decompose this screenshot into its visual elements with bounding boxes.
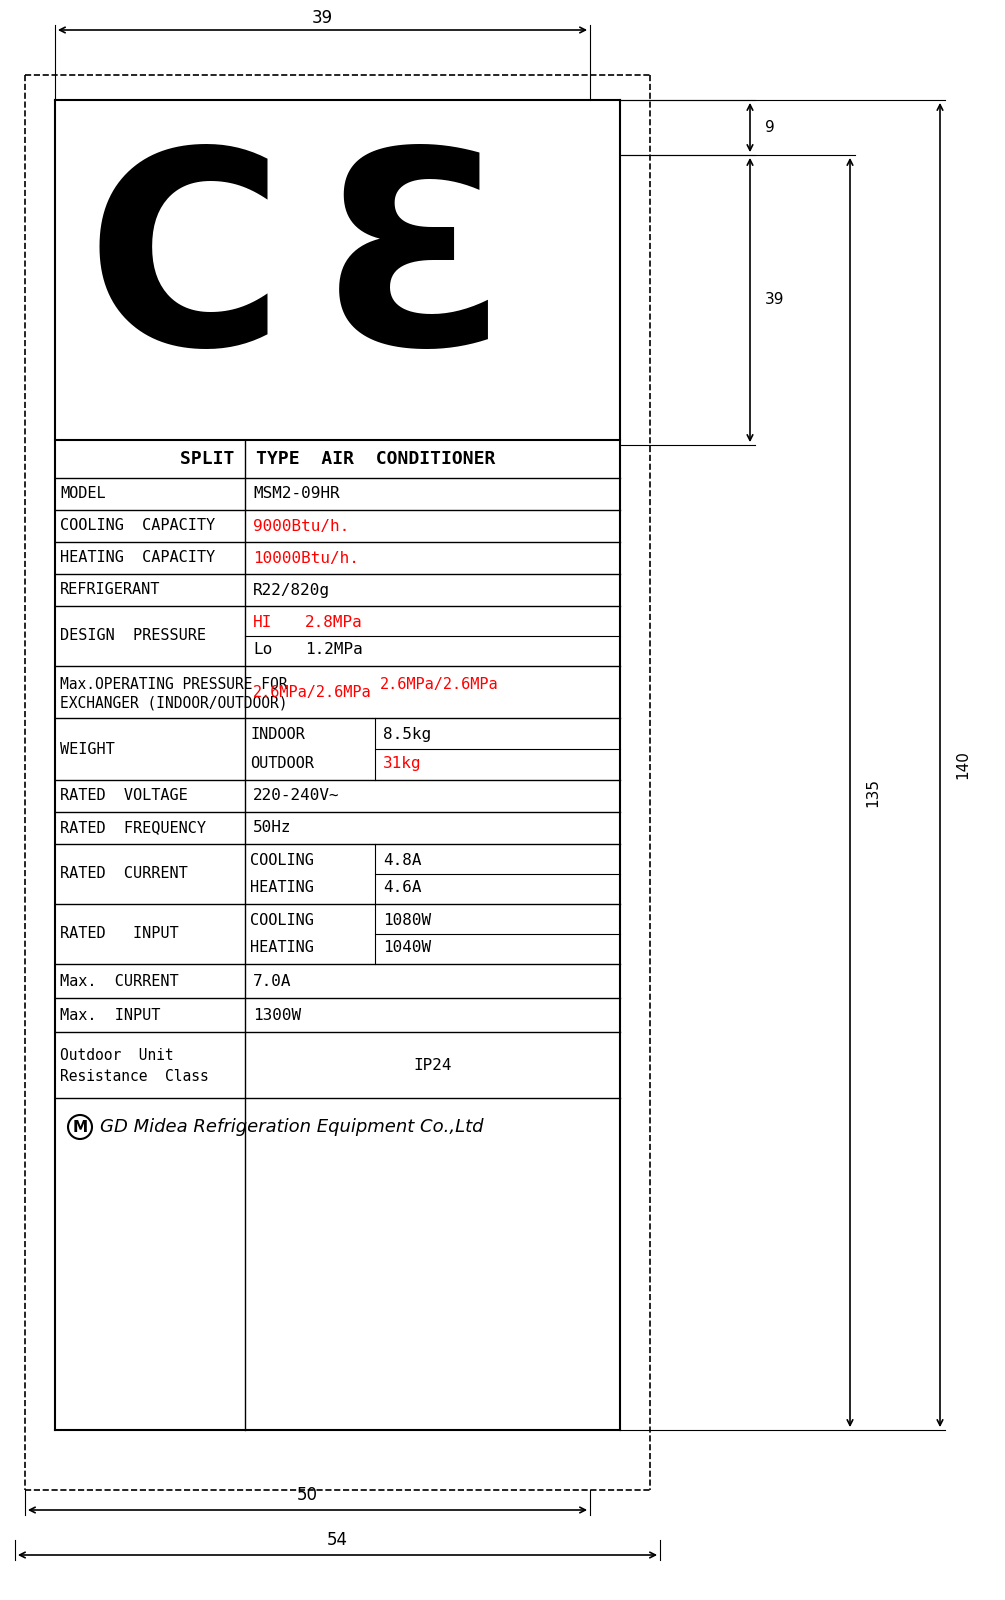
- Text: 220-240V~: 220-240V~: [253, 789, 340, 803]
- Text: SPLIT  TYPE  AIR  CONDITIONER: SPLIT TYPE AIR CONDITIONER: [180, 450, 495, 467]
- Text: INDOOR: INDOOR: [250, 728, 305, 742]
- Text: 1080W: 1080W: [383, 912, 431, 928]
- Text: 9: 9: [765, 120, 775, 134]
- Text: Resistance  Class: Resistance Class: [60, 1069, 209, 1085]
- Text: 9000Btu/h.: 9000Btu/h.: [253, 518, 350, 533]
- Text: OUTDOOR: OUTDOOR: [250, 755, 314, 771]
- Text: MSM2-09HR: MSM2-09HR: [253, 486, 340, 501]
- Text: 50Hz: 50Hz: [253, 821, 291, 835]
- Text: GD Midea Refrigeration Equipment Co.,Ltd: GD Midea Refrigeration Equipment Co.,Ltd: [100, 1118, 483, 1136]
- Text: 8.5kg: 8.5kg: [383, 728, 431, 742]
- Text: Max.  CURRENT: Max. CURRENT: [60, 973, 179, 989]
- Text: COOLING: COOLING: [250, 853, 314, 867]
- Text: 10000Btu/h.: 10000Btu/h.: [253, 550, 359, 565]
- Text: R22/820g: R22/820g: [253, 582, 330, 597]
- Text: Outdoor  Unit: Outdoor Unit: [60, 1048, 174, 1062]
- Text: 2.6MPa/2.6MPa: 2.6MPa/2.6MPa: [253, 685, 372, 699]
- Text: COOLING: COOLING: [250, 912, 314, 928]
- Text: IP24: IP24: [413, 1058, 452, 1072]
- Text: RATED  FREQUENCY: RATED FREQUENCY: [60, 821, 206, 835]
- Text: 54: 54: [327, 1531, 348, 1549]
- Text: 1040W: 1040W: [383, 941, 431, 955]
- Text: 4.6A: 4.6A: [383, 880, 421, 896]
- Text: Max.  INPUT: Max. INPUT: [60, 1008, 161, 1022]
- Text: 39: 39: [765, 293, 785, 307]
- Text: EXCHANGER (INDOOR/OUTDOOR): EXCHANGER (INDOOR/OUTDOOR): [60, 696, 287, 710]
- Text: RATED   INPUT: RATED INPUT: [60, 926, 179, 941]
- Text: 31kg: 31kg: [383, 755, 421, 771]
- Text: RATED  VOLTAGE: RATED VOLTAGE: [60, 789, 188, 803]
- Text: HEATING: HEATING: [250, 941, 314, 955]
- Text: Lo: Lo: [253, 642, 272, 656]
- Text: Ɛ: Ɛ: [321, 139, 510, 402]
- Text: 1300W: 1300W: [253, 1008, 302, 1022]
- Text: C: C: [85, 139, 284, 402]
- Text: DESIGN  PRESSURE: DESIGN PRESSURE: [60, 629, 206, 643]
- Text: COOLING  CAPACITY: COOLING CAPACITY: [60, 518, 215, 533]
- Text: 1.2MPa: 1.2MPa: [305, 642, 363, 656]
- Text: 39: 39: [312, 10, 333, 27]
- Text: HEATING  CAPACITY: HEATING CAPACITY: [60, 550, 215, 565]
- Text: HI: HI: [253, 616, 272, 630]
- Text: RATED  CURRENT: RATED CURRENT: [60, 867, 188, 882]
- Text: 7.0A: 7.0A: [253, 973, 291, 989]
- Text: MODEL: MODEL: [60, 486, 106, 501]
- Text: 2.8MPa: 2.8MPa: [305, 616, 363, 630]
- Text: WEIGHT: WEIGHT: [60, 741, 115, 757]
- Text: 50: 50: [297, 1486, 318, 1504]
- Text: REFRIGERANT: REFRIGERANT: [60, 582, 161, 597]
- Text: 140: 140: [955, 750, 970, 779]
- Text: M: M: [72, 1120, 87, 1134]
- Text: 135: 135: [865, 778, 880, 806]
- Text: 4.8A: 4.8A: [383, 853, 421, 867]
- Text: Max.OPERATING PRESSURE FOR: Max.OPERATING PRESSURE FOR: [60, 677, 287, 691]
- Text: HEATING: HEATING: [250, 880, 314, 896]
- Text: 2.6MPa/2.6MPa: 2.6MPa/2.6MPa: [380, 677, 498, 691]
